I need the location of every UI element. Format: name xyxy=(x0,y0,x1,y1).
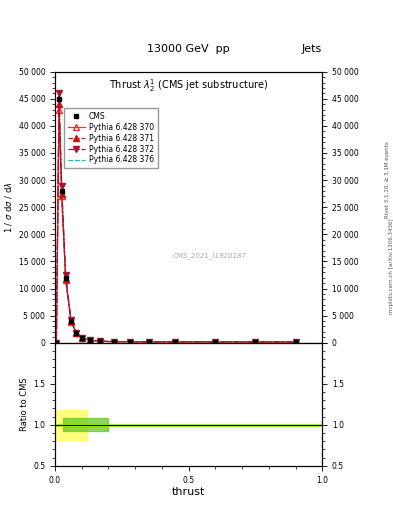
Pythia 6.428 371 xyxy=(63,275,68,282)
Pythia 6.428 376 xyxy=(57,104,61,110)
Text: Rivet 3.1.10, ≥ 3.1M events: Rivet 3.1.10, ≥ 3.1M events xyxy=(385,141,389,218)
Y-axis label: 1 / $\sigma$ d$\sigma$ / d$\lambda$: 1 / $\sigma$ d$\sigma$ / d$\lambda$ xyxy=(4,181,15,233)
Pythia 6.428 372 xyxy=(146,339,151,345)
Pythia 6.428 376 xyxy=(79,335,84,341)
Pythia 6.428 372 xyxy=(173,339,178,345)
Line: Pythia 6.428 376: Pythia 6.428 376 xyxy=(56,107,296,343)
Pythia 6.428 376 xyxy=(54,339,59,346)
Pythia 6.428 372 xyxy=(74,330,79,336)
CMS xyxy=(74,330,79,336)
CMS xyxy=(173,339,178,345)
CMS xyxy=(127,339,132,345)
Pythia 6.428 376 xyxy=(112,338,116,345)
Pythia 6.428 376 xyxy=(213,339,218,345)
Pythia 6.428 372 xyxy=(79,335,84,341)
Pythia 6.428 371 xyxy=(59,190,64,197)
Line: CMS: CMS xyxy=(54,96,298,345)
Pythia 6.428 370 xyxy=(112,338,116,345)
Pythia 6.428 372 xyxy=(98,338,103,344)
Pythia 6.428 372 xyxy=(57,90,61,96)
Pythia 6.428 376 xyxy=(63,277,68,283)
CMS xyxy=(146,339,151,345)
CMS xyxy=(63,274,68,281)
Pythia 6.428 376 xyxy=(74,330,79,336)
X-axis label: thrust: thrust xyxy=(172,487,205,498)
Pythia 6.428 372 xyxy=(59,182,64,188)
Text: mcplots.cern.ch [arXiv:1306.3436]: mcplots.cern.ch [arXiv:1306.3436] xyxy=(389,219,393,314)
Pythia 6.428 371 xyxy=(87,337,92,344)
Pythia 6.428 370 xyxy=(79,335,84,341)
Text: CMS_2021_I1920187: CMS_2021_I1920187 xyxy=(173,252,247,260)
Pythia 6.428 370 xyxy=(87,337,92,344)
Pythia 6.428 372 xyxy=(127,339,132,345)
Pythia 6.428 376 xyxy=(127,339,132,345)
Pythia 6.428 372 xyxy=(54,339,59,346)
Text: 13000 GeV  pp: 13000 GeV pp xyxy=(147,44,230,54)
Pythia 6.428 371 xyxy=(293,339,298,345)
Pythia 6.428 371 xyxy=(112,338,116,345)
Pythia 6.428 370 xyxy=(74,330,79,336)
Pythia 6.428 371 xyxy=(146,339,151,345)
Pythia 6.428 371 xyxy=(173,339,178,345)
CMS xyxy=(253,339,258,345)
CMS xyxy=(98,338,103,344)
CMS xyxy=(57,96,61,102)
Pythia 6.428 371 xyxy=(213,339,218,345)
Pythia 6.428 376 xyxy=(146,339,151,345)
Pythia 6.428 370 xyxy=(293,339,298,345)
Pythia 6.428 371 xyxy=(57,101,61,108)
Pythia 6.428 371 xyxy=(127,339,132,345)
Y-axis label: Ratio to CMS: Ratio to CMS xyxy=(20,377,29,431)
Pythia 6.428 372 xyxy=(112,338,116,345)
Line: Pythia 6.428 370: Pythia 6.428 370 xyxy=(53,107,298,346)
CMS xyxy=(87,337,92,344)
Pythia 6.428 370 xyxy=(213,339,218,345)
Pythia 6.428 376 xyxy=(173,339,178,345)
Pythia 6.428 370 xyxy=(59,194,64,200)
CMS xyxy=(79,335,84,341)
Pythia 6.428 371 xyxy=(74,330,79,336)
Text: Jets: Jets xyxy=(302,44,322,54)
Pythia 6.428 372 xyxy=(69,317,73,324)
Pythia 6.428 371 xyxy=(79,335,84,341)
Pythia 6.428 370 xyxy=(54,339,59,346)
CMS xyxy=(213,339,218,345)
Pythia 6.428 372 xyxy=(253,339,258,345)
Pythia 6.428 372 xyxy=(293,339,298,345)
Line: Pythia 6.428 371: Pythia 6.428 371 xyxy=(53,101,298,346)
Pythia 6.428 372 xyxy=(87,337,92,344)
Pythia 6.428 372 xyxy=(213,339,218,345)
CMS xyxy=(293,339,298,345)
Pythia 6.428 370 xyxy=(173,339,178,345)
Line: Pythia 6.428 372: Pythia 6.428 372 xyxy=(53,91,298,346)
Pythia 6.428 371 xyxy=(54,339,59,346)
Legend: CMS, Pythia 6.428 370, Pythia 6.428 371, Pythia 6.428 372, Pythia 6.428 376: CMS, Pythia 6.428 370, Pythia 6.428 371,… xyxy=(64,108,158,168)
Pythia 6.428 376 xyxy=(253,339,258,345)
Pythia 6.428 370 xyxy=(98,338,103,344)
Pythia 6.428 370 xyxy=(57,106,61,113)
Pythia 6.428 376 xyxy=(69,318,73,325)
CMS xyxy=(69,318,73,324)
CMS xyxy=(112,338,116,345)
Pythia 6.428 370 xyxy=(253,339,258,345)
Pythia 6.428 370 xyxy=(146,339,151,345)
CMS xyxy=(54,339,59,346)
Pythia 6.428 370 xyxy=(63,278,68,284)
Pythia 6.428 376 xyxy=(59,192,64,198)
Pythia 6.428 370 xyxy=(69,318,73,325)
Pythia 6.428 376 xyxy=(87,337,92,344)
Pythia 6.428 371 xyxy=(69,318,73,325)
Pythia 6.428 371 xyxy=(98,338,103,344)
Pythia 6.428 370 xyxy=(127,339,132,345)
Pythia 6.428 371 xyxy=(253,339,258,345)
Pythia 6.428 376 xyxy=(98,338,103,344)
Text: Thrust $\lambda_{2}^{1}$ (CMS jet substructure): Thrust $\lambda_{2}^{1}$ (CMS jet substr… xyxy=(109,77,268,94)
CMS xyxy=(59,188,64,194)
Pythia 6.428 372 xyxy=(63,272,68,278)
Pythia 6.428 376 xyxy=(293,339,298,345)
